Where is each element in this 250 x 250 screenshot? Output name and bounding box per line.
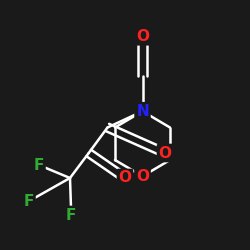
Text: F: F (66, 208, 76, 222)
Text: N: N (136, 104, 149, 119)
Text: F: F (24, 194, 34, 209)
Text: F: F (34, 158, 44, 172)
Text: O: O (118, 170, 132, 186)
Text: O: O (158, 146, 172, 160)
Text: O: O (136, 29, 149, 44)
Text: O: O (136, 169, 149, 184)
